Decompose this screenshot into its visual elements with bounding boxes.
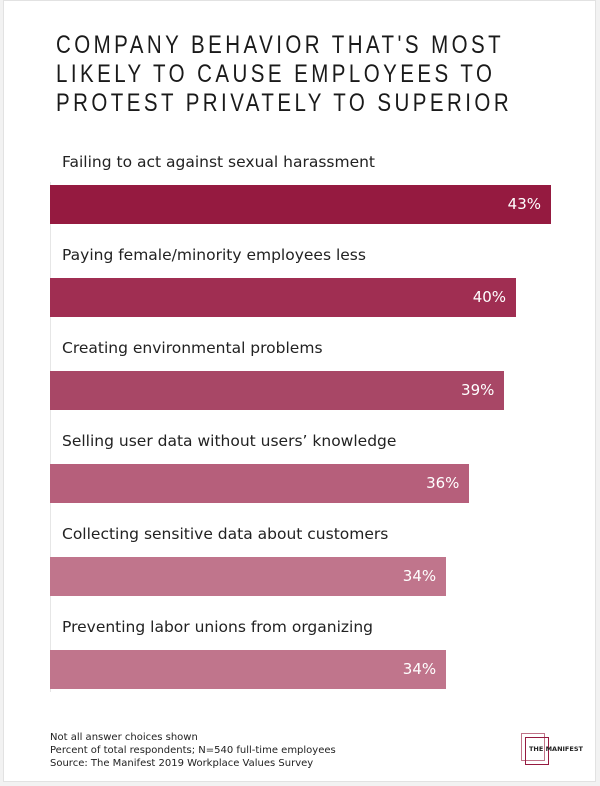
title-line: COMPANY BEHAVIOR THAT'S MOST	[56, 31, 505, 59]
chart-title: COMPANY BEHAVIOR THAT'S MOST LIKELY TO C…	[56, 31, 513, 118]
value-label: 34%	[402, 567, 437, 585]
logo-text: THE MANIFEST	[529, 745, 583, 753]
value-label: 39%	[461, 381, 495, 399]
value-label: 36%	[426, 474, 460, 492]
bar: 36%	[50, 464, 470, 503]
value-label: 34%	[402, 660, 437, 678]
value-label: 40%	[472, 288, 507, 306]
bar: 34%	[50, 557, 447, 596]
value-label: 43%	[507, 195, 541, 213]
category-label: Creating environmental problems	[62, 339, 323, 357]
category-label: Collecting sensitive data about customer…	[62, 525, 389, 543]
bar: 39%	[50, 371, 505, 410]
category-label: Preventing labor unions from organizing	[62, 618, 373, 636]
note: Source: The Manifest 2019 Workplace Valu…	[50, 758, 314, 769]
title-line: PROTEST PRIVATELY TO SUPERIOR	[56, 89, 513, 117]
title-line: LIKELY TO CAUSE EMPLOYEES TO	[56, 60, 496, 88]
bar: 43%	[50, 185, 551, 224]
bar: 40%	[50, 278, 517, 317]
category-label: Paying female/minority employees less	[62, 246, 366, 264]
note: Percent of total respondents; N=540 full…	[50, 745, 336, 756]
the-manifest-logo: THE MANIFEST	[521, 733, 583, 765]
category-label: Failing to act against sexual harassment	[62, 153, 376, 171]
category-label: Selling user data without users’ knowled…	[62, 432, 397, 450]
bar: 34%	[50, 650, 447, 689]
axis-line	[50, 182, 51, 692]
chart-notes: Not all answer choices shown Percent of …	[50, 731, 336, 770]
note: Not all answer choices shown	[50, 732, 198, 743]
